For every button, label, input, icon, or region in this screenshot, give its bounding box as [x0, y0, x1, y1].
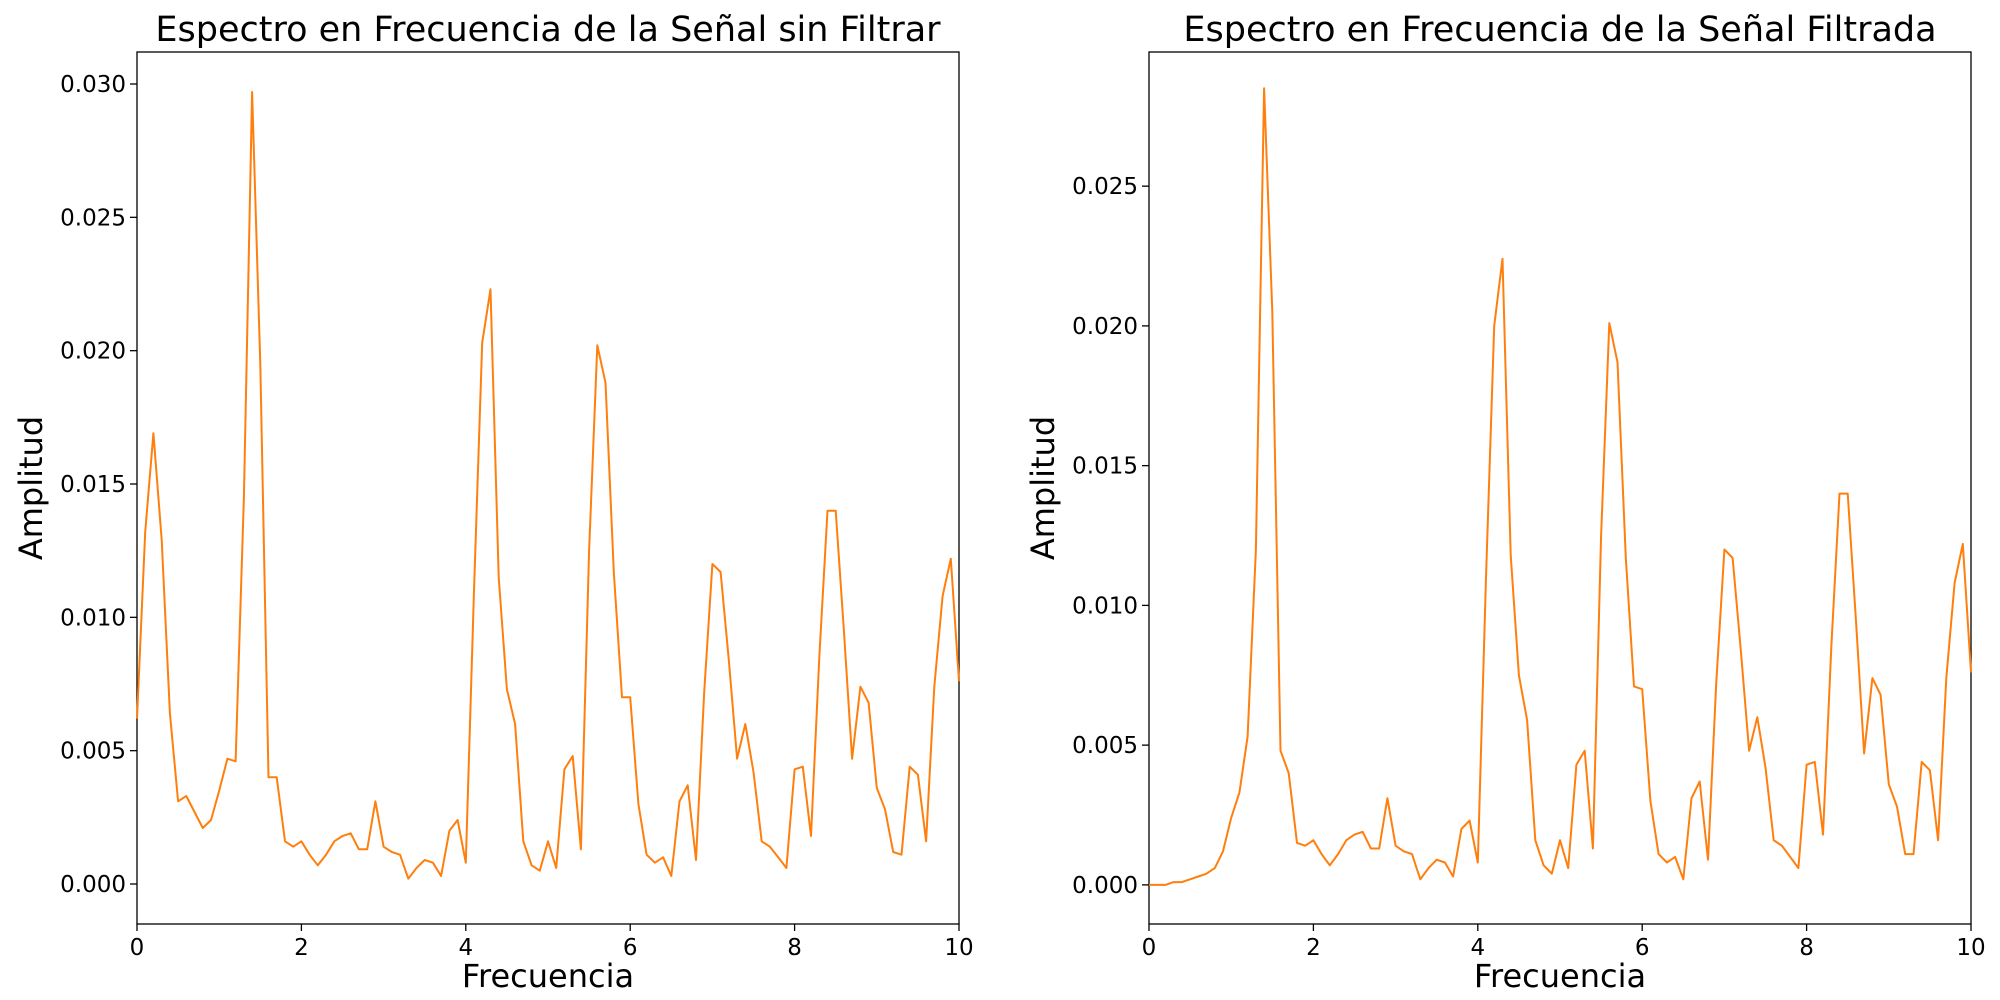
- y-tick-label: 0.010: [1072, 593, 1138, 619]
- x-tick-label: 4: [458, 935, 473, 961]
- x-axis-label: Frecuencia: [1474, 957, 1646, 995]
- x-tick-label: 0: [130, 935, 145, 961]
- y-tick-label: 0.025: [60, 205, 126, 231]
- chart-title: Espectro en Frecuencia de la Señal sin F…: [155, 10, 941, 50]
- spectrum-line: [1149, 87, 1972, 886]
- y-tick-label: 0.030: [60, 72, 126, 98]
- y-tick-label: 0.015: [60, 472, 126, 498]
- y-tick-label: 0.005: [60, 739, 126, 765]
- x-tick-label: 6: [1635, 935, 1650, 961]
- x-tick-label: 8: [1799, 935, 1814, 961]
- x-tick-label: 8: [787, 935, 802, 961]
- x-tick-label: 10: [1956, 935, 1985, 961]
- plot-frame: [1148, 51, 1972, 925]
- chart-title: Espectro en Frecuencia de la Señal Filtr…: [1183, 10, 1936, 50]
- plot-frame: [136, 51, 960, 925]
- y-tick-label: 0.020: [60, 339, 126, 365]
- y-tick-label: 0.025: [1072, 174, 1138, 200]
- y-tick-label: 0.010: [60, 605, 126, 631]
- chart-panel-filtered: Espectro en Frecuencia de la Señal Filtr…: [1024, 10, 1986, 995]
- x-tick-label: 10: [944, 935, 973, 961]
- x-tick-label: 2: [1306, 935, 1321, 961]
- spectrum-line: [136, 91, 960, 880]
- x-tick-label: 4: [1470, 935, 1485, 961]
- x-tick-label: 2: [294, 935, 309, 961]
- x-tick-label: 6: [623, 935, 638, 961]
- y-tick-label: 0.000: [1072, 873, 1138, 899]
- y-tick-label: 0.015: [1072, 454, 1138, 480]
- y-tick-label: 0.000: [60, 872, 126, 898]
- x-axis-label: Frecuencia: [462, 957, 634, 995]
- y-axis-label: Amplitud: [12, 416, 50, 560]
- x-tick-label: 0: [1142, 935, 1157, 961]
- y-tick-label: 0.020: [1072, 314, 1138, 340]
- chart-panel-unfiltered: Espectro en Frecuencia de la Señal sin F…: [12, 10, 974, 995]
- axis-ticks: 0 2 4 6 8 10 0.000 0.005 0.010 0.015 0.020 0.025 0.0…: [60, 72, 974, 961]
- axis-ticks: 0 2 4 6 8 10 0.000 0.005 0.010 0.015 0.020 0.025: [1072, 174, 1986, 961]
- y-axis-label: Amplitud: [1024, 416, 1062, 560]
- y-tick-label: 0.005: [1072, 733, 1138, 759]
